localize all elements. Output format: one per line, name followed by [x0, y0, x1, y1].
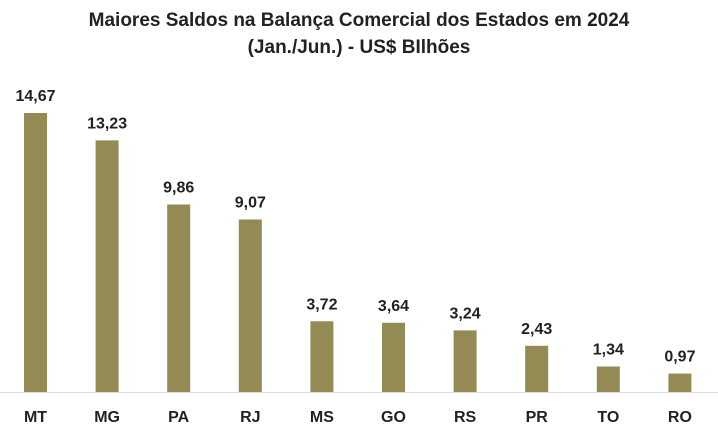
data-label-rs: 3,24 [450, 305, 481, 322]
x-tick-label-mt: MT [24, 409, 47, 426]
data-label-go: 3,64 [378, 298, 409, 315]
bar-pr [525, 345, 549, 392]
bar-ro [668, 373, 692, 392]
bar-go [382, 322, 405, 392]
data-label-mt: 14,67 [15, 88, 55, 105]
data-label-pa: 9,86 [163, 179, 194, 196]
bar-to [596, 366, 620, 392]
bar-rj [238, 219, 262, 392]
data-label-rj: 9,07 [235, 195, 266, 212]
data-label-ms: 3,72 [306, 296, 337, 313]
bar-rs [453, 330, 477, 392]
x-tick-label-rj: RJ [240, 409, 260, 426]
bar-pa [167, 204, 191, 392]
x-tick-label-pr: PR [526, 409, 549, 426]
data-label-mg: 13,23 [87, 115, 127, 132]
data-label-ro: 0,97 [664, 349, 695, 366]
chart-title: Maiores Saldos na Balança Comercial dos … [88, 10, 630, 31]
x-tick-label-go: GO [381, 409, 406, 426]
x-tick-label-ms: MS [310, 409, 334, 426]
x-tick-label-to: TO [597, 409, 619, 426]
data-label-pr: 2,43 [521, 321, 552, 338]
x-tick-label-mg: MG [94, 409, 120, 426]
data-label-to: 1,34 [593, 342, 624, 359]
x-tick-label-rs: RS [454, 409, 477, 426]
chart-subtitle: (Jan./Jun.) - US$ BIlhões [247, 37, 471, 58]
bar-mg [95, 140, 119, 392]
x-tick-label-ro: RO [668, 409, 692, 426]
x-tick-label-pa: PA [168, 409, 189, 426]
bar-mt [24, 113, 47, 392]
bar-ms [310, 321, 334, 392]
